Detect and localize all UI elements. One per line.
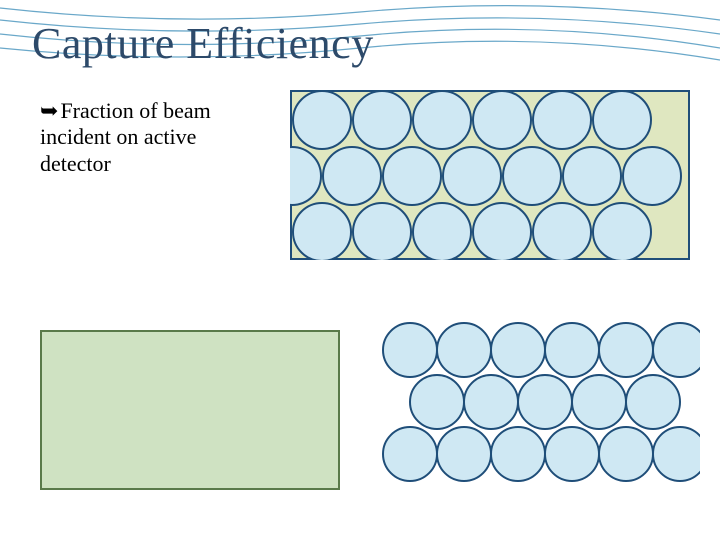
slide: Capture Efficiency ➥Fraction of beam inc… <box>0 0 720 540</box>
detector-grid-top <box>290 90 690 260</box>
bullet-glyph-icon: ➥ <box>40 98 58 124</box>
detector-grid-bottom <box>380 320 700 500</box>
slide-title: Capture Efficiency <box>32 18 374 69</box>
bullet-text: Fraction of beam incident on active dete… <box>40 98 211 176</box>
detector-plain-rect <box>40 330 340 490</box>
bullet-item: ➥Fraction of beam incident on active det… <box>40 98 230 177</box>
